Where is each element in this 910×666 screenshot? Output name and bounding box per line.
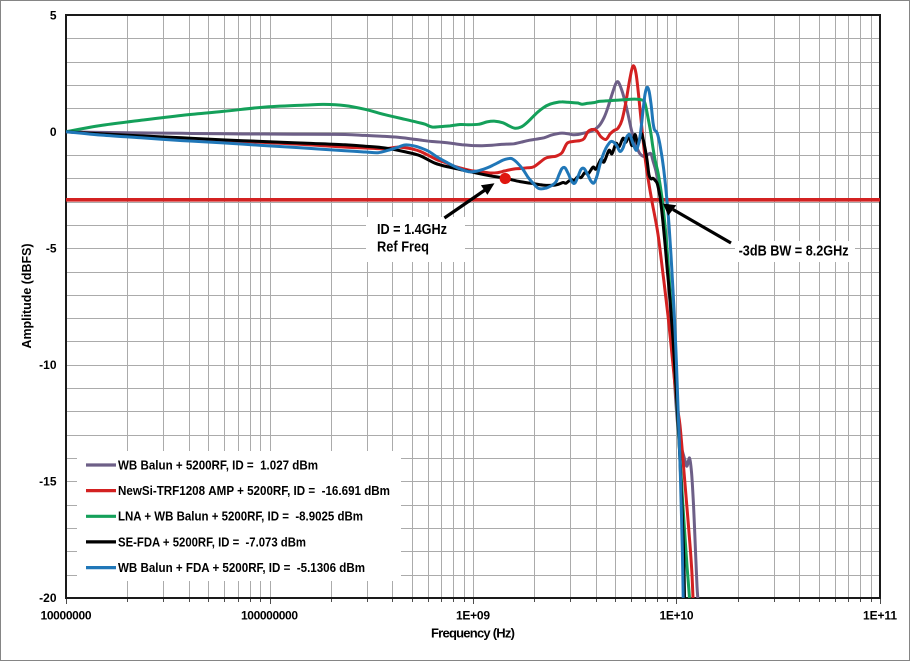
svg-text:-20: -20	[39, 591, 57, 605]
svg-text:5: 5	[50, 8, 57, 22]
svg-text:-10: -10	[39, 358, 57, 372]
svg-text:SE-FDA + 5200RF, ID = -7.073: SE-FDA + 5200RF, ID = -7.073 dBm	[118, 534, 306, 549]
svg-text:-5: -5	[46, 242, 57, 256]
svg-text:-3dB BW = 8.2GHz: -3dB BW = 8.2GHz	[739, 244, 849, 260]
svg-text:Ref Freq: Ref Freq	[377, 240, 429, 256]
svg-text:-15: -15	[39, 475, 57, 489]
svg-text:1E+10: 1E+10	[660, 609, 694, 623]
svg-text:1E+11: 1E+11	[863, 609, 897, 623]
svg-text:0: 0	[50, 125, 57, 139]
svg-text:NewSi-TRF1208 AMP + 5200RF, ID: NewSi-TRF1208 AMP + 5200RF, ID = -16.691…	[118, 483, 390, 498]
svg-text:100000000: 100000000	[241, 609, 298, 623]
svg-text:10000000: 10000000	[41, 609, 92, 623]
svg-text:Frequency (Hz): Frequency (Hz)	[431, 626, 515, 641]
svg-text:Amplitude (dBFS): Amplitude (dBFS)	[19, 244, 34, 349]
svg-text:WB Balun + 5200RF, ID = 1.027: WB Balun + 5200RF, ID = 1.027 dBm	[118, 457, 318, 472]
svg-text:WB Balun + FDA + 5200RF, ID =: WB Balun + FDA + 5200RF, ID = -5.1306 dB…	[118, 560, 365, 575]
svg-text:ID = 1.4GHz: ID = 1.4GHz	[377, 222, 447, 238]
svg-text:LNA + WB Balun + 5200RF, ID =: LNA + WB Balun + 5200RF, ID = -8.9025 dB…	[118, 509, 363, 524]
svg-text:1E+09: 1E+09	[456, 609, 490, 623]
